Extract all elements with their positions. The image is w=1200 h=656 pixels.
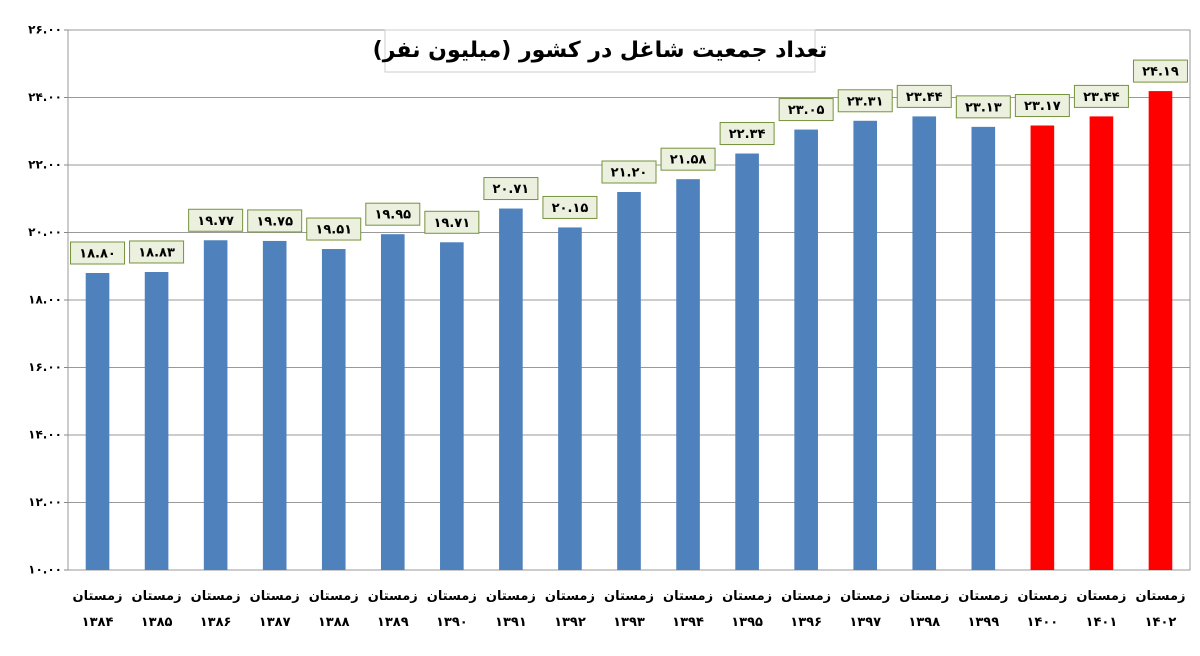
label-box (896, 84, 952, 108)
y-tick-label: ۱۸.۰۰ (28, 293, 62, 307)
bar (1148, 91, 1173, 571)
y-tick-label: ۱۰.۰۰ (28, 563, 62, 577)
chart-title: تعداد جمعیت شاغل در کشور (میلیون نفر) (373, 38, 828, 63)
value-label: ۲۱.۵۸ (670, 153, 707, 168)
y-tick-label: ۲۶.۰۰ (28, 23, 62, 37)
label-box (601, 160, 657, 184)
bar (971, 126, 996, 571)
bar (1030, 125, 1055, 570)
x-tick-label: زمستان ۱۳۹۲ (544, 589, 595, 630)
value-label: ۲۰.۷۱ (493, 182, 530, 197)
y-tick-label: ۱۴.۰۰ (28, 428, 62, 442)
x-tick-label: زمستان ۱۳۹۰ (426, 589, 477, 630)
label-box (247, 209, 303, 233)
y-tick-label: ۲۲.۰۰ (28, 158, 62, 172)
value-label: ۱۹.۷۵ (256, 214, 293, 229)
value-label: ۲۳.۴۴ (906, 90, 943, 105)
bar (853, 120, 878, 570)
x-tick-label: زمستان ۱۴۰۰ (1017, 589, 1068, 630)
label-box (70, 241, 126, 265)
bar (262, 240, 287, 570)
x-tick-label: زمستان ۱۳۹۳ (603, 589, 655, 630)
bar (676, 179, 700, 571)
value-label: ۱۹.۹۵ (374, 208, 411, 223)
bar (617, 192, 641, 570)
x-tick-label: زمستان ۱۳۹۴ (663, 589, 714, 630)
value-label: ۱۹.۷۱ (433, 216, 470, 231)
bar (144, 271, 169, 570)
value-label: ۲۱.۲۰ (611, 166, 648, 181)
value-label: ۲۳.۱۷ (1024, 99, 1061, 114)
label-box (660, 147, 716, 171)
x-tick-label: زمستان ۱۳۸۹ (367, 589, 418, 630)
label-box (306, 217, 362, 241)
x-tick-label: زمستان ۱۳۹۷ (840, 589, 891, 630)
value-label: ۱۹.۷۷ (197, 214, 234, 229)
bar (1089, 116, 1114, 571)
label-box (1014, 94, 1070, 118)
x-tick-label: زمستان ۱۳۹۵ (722, 589, 773, 630)
label-box (424, 210, 480, 234)
label-box (719, 122, 775, 146)
x-tick-label: زمستان ۱۳۹۶ (781, 589, 832, 630)
label-box (542, 195, 598, 219)
label-box (778, 98, 834, 122)
x-tick-label: زمستان ۱۳۸۴ (72, 589, 123, 630)
bar (735, 153, 759, 570)
label-box (1073, 84, 1129, 108)
y-tick-label: ۲۰.۰۰ (28, 225, 62, 239)
label-box (837, 89, 893, 113)
bar (558, 227, 582, 570)
bar (85, 273, 110, 570)
value-label: ۲۳.۰۵ (788, 103, 825, 118)
label-box (483, 177, 539, 201)
value-label: ۲۲.۳۴ (729, 127, 766, 142)
bar (380, 234, 405, 570)
bar (499, 208, 523, 570)
y-tick-label: ۱۶.۰۰ (28, 360, 62, 374)
x-tick-label: زمستان ۱۳۹۱ (485, 589, 536, 630)
value-label: ۲۳.۱۳ (965, 100, 1002, 115)
bar (321, 249, 346, 570)
x-tick-label: زمستان ۱۳۸۷ (249, 589, 300, 630)
label-box (955, 95, 1011, 119)
label-box (365, 202, 421, 226)
x-tick-label: زمستان ۱۴۰۱ (1076, 589, 1127, 630)
bar (912, 116, 937, 571)
x-tick-label: زمستان ۱۴۰۲ (1135, 589, 1186, 630)
label-box (1132, 59, 1188, 83)
y-tick-label: ۱۲.۰۰ (28, 495, 62, 509)
bar (203, 240, 228, 570)
title-box (384, 29, 816, 73)
label-box (129, 240, 185, 264)
label-box (188, 208, 244, 232)
x-tick-label: زمستان ۱۳۹۸ (899, 589, 950, 630)
y-tick-label: ۲۴.۰۰ (28, 90, 62, 104)
x-tick-label: زمستان ۱۳۸۸ (308, 589, 359, 630)
value-label: ۲۰.۱۵ (552, 201, 589, 216)
x-tick-label: زمستان ۱۳۹۹ (958, 589, 1009, 630)
value-label: ۱۹.۵۱ (315, 223, 352, 238)
x-tick-label: زمستان ۱۳۸۶ (190, 589, 241, 630)
value-label: ۲۳.۴۴ (1083, 90, 1120, 105)
value-label: ۲۳.۳۱ (847, 94, 884, 109)
value-label: ۱۸.۸۳ (138, 245, 175, 260)
value-label: ۲۴.۱۹ (1142, 65, 1179, 80)
bar (794, 129, 818, 570)
bar (440, 242, 464, 570)
value-label: ۱۸.۸۰ (79, 247, 116, 262)
x-tick-label: زمستان ۱۳۸۵ (131, 589, 182, 630)
